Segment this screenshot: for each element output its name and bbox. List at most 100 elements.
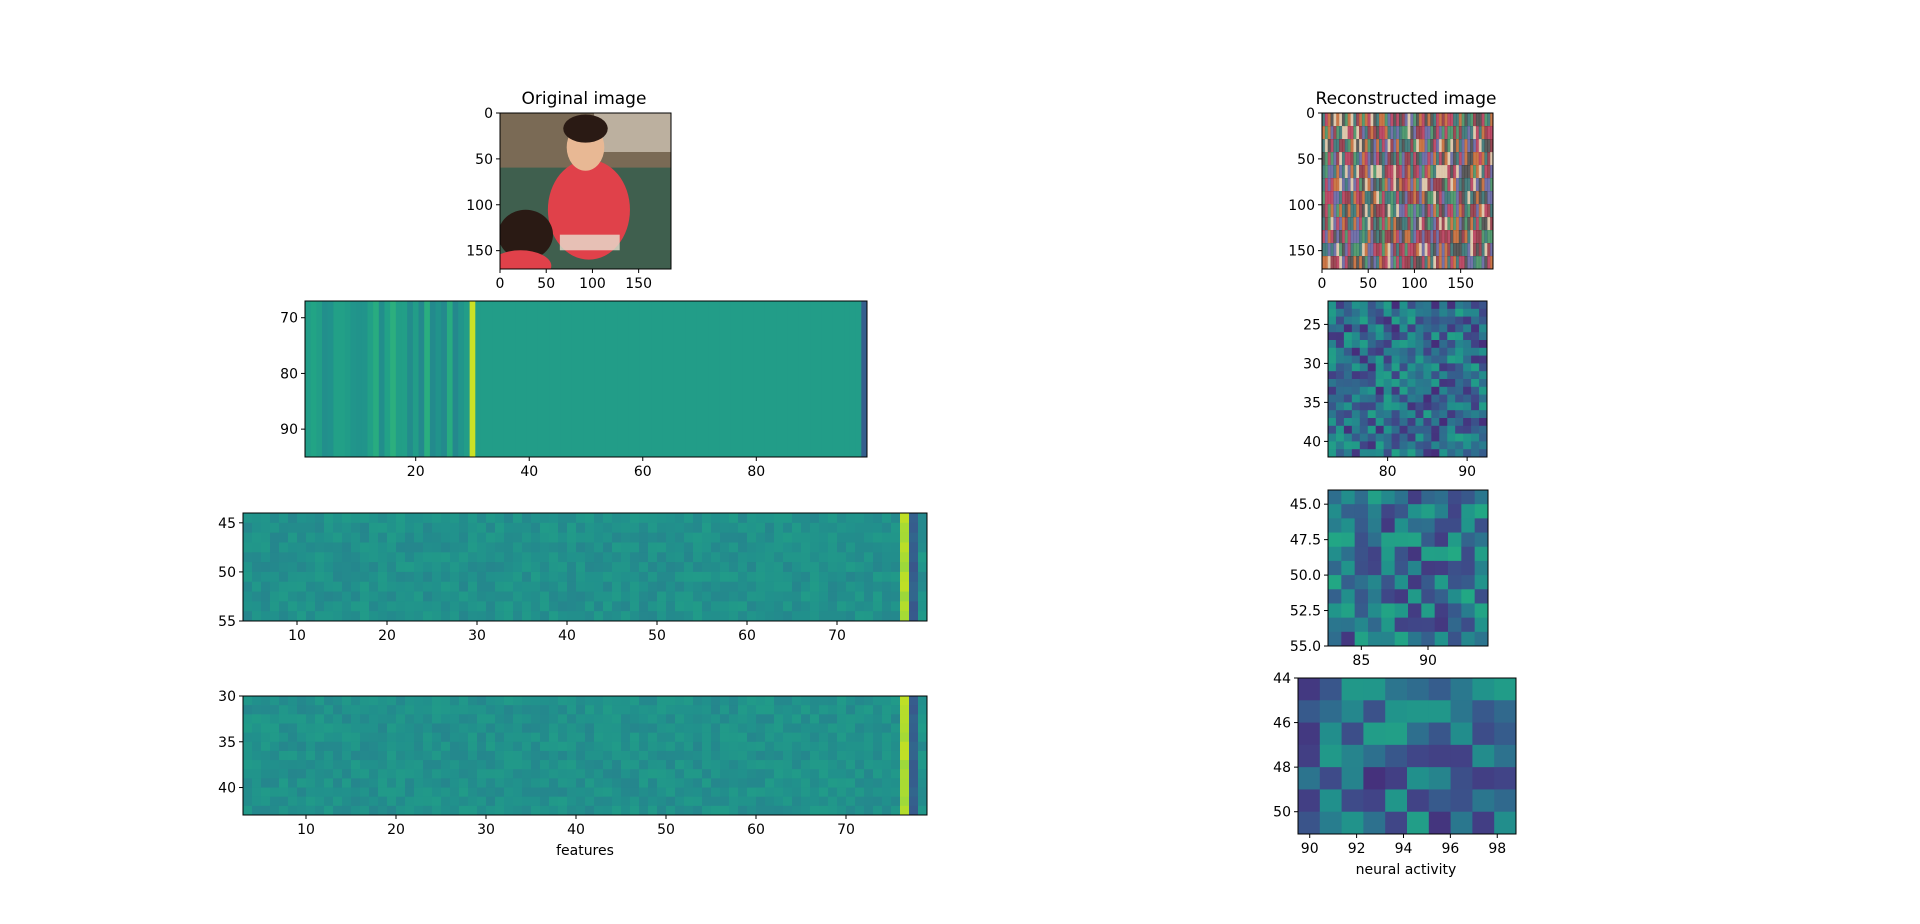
heatmap-cell: [261, 787, 271, 798]
heatmap-cell: [765, 532, 775, 544]
heatmap-cell: [1351, 301, 1361, 310]
heatmap-cell: [463, 301, 471, 457]
heatmap-cell: [1394, 631, 1409, 646]
heatmap-cell: [738, 571, 748, 583]
recon-pixel: [1341, 256, 1346, 269]
heatmap-cell: [909, 522, 919, 534]
heatmap-cell: [252, 732, 262, 743]
recon-pixel: [1416, 178, 1420, 192]
recon-pixel: [1376, 178, 1380, 192]
heatmap-cell: [458, 301, 465, 457]
heatmap-cell: [1463, 301, 1472, 310]
heatmap-cell: [279, 611, 289, 621]
heatmap-cell: [459, 513, 469, 524]
heatmap-cell: [873, 571, 883, 583]
heatmap-cell: [351, 732, 361, 743]
heatmap-cell: [1368, 617, 1382, 633]
recon-pixel: [1373, 139, 1377, 153]
heatmap-cell: [531, 787, 541, 798]
heatmap-cell: [657, 732, 667, 743]
recon-pixel: [1341, 204, 1346, 218]
heatmap-cell: [243, 696, 253, 706]
heatmap-cell: [673, 301, 681, 457]
heatmap-cell: [873, 750, 883, 761]
heatmap-cell: [243, 522, 253, 534]
recon-pixel: [1322, 178, 1326, 192]
heatmap-cell: [387, 805, 397, 815]
heatmap-cell: [1399, 340, 1409, 349]
panel-content-3: [243, 513, 927, 621]
heatmap-cell: [378, 705, 388, 715]
y-tick-label: 40: [1303, 434, 1321, 450]
heatmap-cell: [513, 705, 523, 715]
recon-pixel: [1367, 152, 1372, 166]
heatmap-cell: [747, 522, 757, 534]
heatmap-cell: [567, 513, 577, 524]
heatmap-cell: [738, 696, 748, 706]
heatmap-cell: [405, 581, 415, 593]
recon-pixel: [1438, 126, 1443, 140]
heatmap-cell: [900, 513, 910, 524]
heatmap-cell: [558, 750, 568, 761]
recon-pixel: [1376, 113, 1380, 127]
heatmap-cell: [1471, 418, 1480, 427]
heatmap-cell: [423, 542, 433, 553]
heatmap-cell: [639, 532, 649, 544]
heatmap-cell: [702, 750, 712, 761]
heatmap-cell: [864, 714, 874, 725]
heatmap-cell: [882, 581, 892, 593]
heatmap-cell: [810, 778, 820, 789]
heatmap-cell: [504, 601, 514, 612]
heatmap-cell: [351, 787, 361, 798]
heatmap-cell: [810, 601, 820, 612]
heatmap-cell: [446, 301, 454, 457]
heatmap-cell: [432, 796, 442, 807]
heatmap-cell: [891, 601, 901, 612]
heatmap-cell: [621, 571, 631, 583]
recon-pixel: [1461, 256, 1466, 269]
heatmap-cell: [693, 591, 703, 602]
heatmap-cell: [873, 522, 883, 534]
heatmap-cell: [477, 778, 487, 789]
heatmap-cell: [342, 513, 352, 524]
heatmap-cell: [549, 301, 556, 457]
heatmap-cell: [1447, 410, 1456, 419]
heatmap-cell: [486, 796, 496, 807]
heatmap-cell: [1359, 347, 1369, 357]
heatmap-cell: [1368, 490, 1382, 505]
heatmap-cell: [828, 769, 838, 779]
heatmap-cell: [828, 542, 838, 553]
heatmap-cell: [1474, 631, 1488, 646]
recon-pixel: [1322, 256, 1326, 269]
recon-pixel: [1356, 165, 1360, 179]
heatmap-cell: [288, 741, 298, 752]
recon-pixel: [1390, 139, 1394, 153]
heatmap-cell: [1423, 441, 1432, 450]
recon-pixel: [1464, 191, 1468, 205]
heatmap-cell: [1450, 722, 1473, 746]
recon-pixel: [1470, 178, 1474, 192]
heatmap-cell: [1455, 371, 1464, 380]
recon-pixel: [1450, 152, 1454, 166]
heatmap-cell: [567, 796, 577, 807]
recon-pixel: [1339, 204, 1343, 218]
heatmap-cell: [459, 778, 469, 789]
recon-pixel: [1487, 139, 1491, 153]
heatmap-cell: [356, 301, 363, 457]
heatmap-cell: [612, 769, 622, 779]
heatmap-cell: [288, 705, 298, 715]
heatmap-cell: [495, 787, 505, 798]
heatmap-cell: [891, 581, 901, 593]
recon-pixel: [1333, 139, 1337, 153]
heatmap-cell: [1463, 324, 1472, 333]
y-tick-label: 90: [280, 422, 298, 438]
heatmap-cell: [315, 522, 325, 534]
heatmap-cell: [891, 723, 901, 734]
heatmap-cell: [1383, 410, 1393, 419]
heatmap-cell: [513, 611, 523, 621]
heatmap-cell: [1381, 546, 1396, 562]
recon-pixel: [1416, 126, 1420, 140]
heatmap-cell: [648, 769, 658, 779]
heatmap-cell: [279, 714, 289, 725]
heatmap-cell: [378, 787, 388, 798]
